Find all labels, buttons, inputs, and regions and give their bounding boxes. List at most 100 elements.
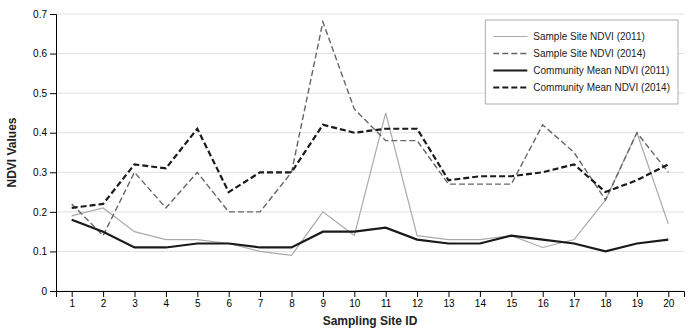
series-line (72, 220, 669, 252)
x-tick-label: 1 (69, 298, 75, 309)
y-tick-mark (50, 14, 56, 15)
x-tick-mark (292, 291, 293, 297)
legend-box (485, 20, 678, 104)
x-tick-label: 9 (321, 298, 327, 309)
legend-label: Community Mean NDVI (2014) (533, 82, 670, 93)
x-tick: 7 (258, 291, 264, 309)
x-tick: 9 (321, 291, 327, 309)
y-tick-label: 0.5 (33, 88, 47, 99)
x-tick-mark (668, 291, 669, 297)
chart: 123456789101112131415161718192000.10.20.… (0, 0, 698, 333)
legend-swatch (493, 86, 527, 88)
y-tick-label: 0 (41, 286, 47, 297)
x-axis-line (57, 292, 685, 298)
x-tick-mark (135, 291, 136, 297)
y-tick: 0.7 (33, 9, 56, 20)
y-tick: 0.4 (33, 127, 56, 138)
lines (72, 22, 669, 255)
x-tick: 5 (195, 291, 201, 309)
x-tick-mark (260, 291, 261, 297)
x-tick: 4 (164, 291, 170, 309)
grid (56, 14, 684, 291)
x-tick-label: 10 (349, 298, 361, 309)
y-tick: 0.5 (33, 88, 56, 99)
y-tick-label: 0.7 (33, 9, 47, 20)
x-tick-mark (480, 291, 481, 297)
x-tick: 11 (381, 291, 392, 309)
x-tick-mark (511, 291, 512, 297)
x-tick: 19 (632, 291, 644, 309)
legend-swatch (493, 36, 527, 37)
y-tick: 0.6 (33, 48, 56, 59)
x-tick-label: 3 (132, 298, 138, 309)
x-tick-mark (229, 291, 230, 297)
legend-swatch (493, 69, 527, 71)
x-tick: 18 (600, 291, 612, 309)
y-tick-label: 0.2 (33, 207, 47, 218)
x-tick-label: 2 (101, 298, 107, 309)
x-tick-mark (166, 291, 167, 297)
y-tick-label: 0.4 (33, 127, 47, 138)
x-tick-mark (323, 291, 324, 297)
grid-line (56, 211, 684, 212)
x-tick-label: 5 (195, 298, 201, 309)
x-tick: 15 (506, 291, 518, 309)
series-line (72, 22, 669, 236)
x-tick: 2 (101, 291, 107, 309)
x-tick-mark (606, 291, 607, 297)
legend-label: Sample Site NDVI (2011) (533, 31, 645, 42)
x-axis: 1234567891011121314151617181920 (57, 291, 685, 309)
series-line (72, 113, 669, 255)
x-tick-mark (103, 291, 104, 297)
legend-label: Sample Site NDVI (2014) (533, 48, 645, 59)
x-tick-label: 12 (412, 298, 424, 309)
x-tick-label: 16 (538, 298, 550, 309)
y-tick-mark (50, 251, 56, 252)
x-tick-mark (574, 291, 575, 297)
y-tick: 0.3 (33, 167, 56, 178)
x-tick: 1 (69, 291, 75, 309)
x-tick: 6 (226, 291, 232, 309)
x-tick-mark (637, 291, 638, 297)
legend-label: Community Mean NDVI (2011) (533, 65, 669, 76)
x-axis-title: Sampling Site ID (323, 314, 418, 328)
y-tick-mark (50, 54, 56, 55)
x-tick-label: 15 (506, 298, 518, 309)
x-tick-mark (354, 291, 355, 297)
x-tick: 13 (443, 291, 455, 309)
series-line (72, 125, 669, 208)
x-tick-mark (449, 291, 450, 297)
x-tick-mark (386, 291, 387, 297)
y-tick-label: 0.3 (33, 167, 47, 178)
legend: Sample Site NDVI (2011) Sample Site NDVI … (485, 20, 678, 104)
y-tick-mark (50, 93, 56, 94)
x-tick-mark (543, 291, 544, 297)
x-tick-label: 8 (289, 298, 295, 309)
y-tick: 0 (41, 286, 56, 297)
legend-swatch (493, 53, 527, 54)
y-tick-mark (50, 291, 56, 292)
x-tick: 12 (412, 291, 424, 309)
x-tick: 3 (132, 291, 138, 309)
x-tick-mark (72, 291, 73, 297)
y-axis-line (50, 15, 57, 292)
y-tick: 0.1 (33, 246, 56, 257)
x-tick-label: 14 (475, 298, 487, 309)
x-tick: 17 (569, 291, 581, 309)
x-tick: 8 (289, 291, 295, 309)
y-tick-mark (50, 212, 56, 213)
y-axis-title: NDVI Values (5, 117, 19, 187)
y-tick-label: 0.1 (33, 246, 47, 257)
x-tick: 20 (663, 291, 675, 309)
x-tick-label: 6 (226, 298, 232, 309)
x-tick: 14 (475, 291, 487, 309)
y-tick-label: 0.6 (33, 48, 47, 59)
x-tick-mark (417, 291, 418, 297)
plot-area: 123456789101112131415161718192000.10.20.… (5, 9, 685, 328)
x-tick-mark (197, 291, 198, 297)
x-tick: 10 (349, 291, 361, 309)
x-tick-label: 13 (443, 298, 455, 309)
grid-line (56, 14, 684, 15)
x-tick-label: 7 (258, 298, 264, 309)
x-tick: 16 (538, 291, 550, 309)
